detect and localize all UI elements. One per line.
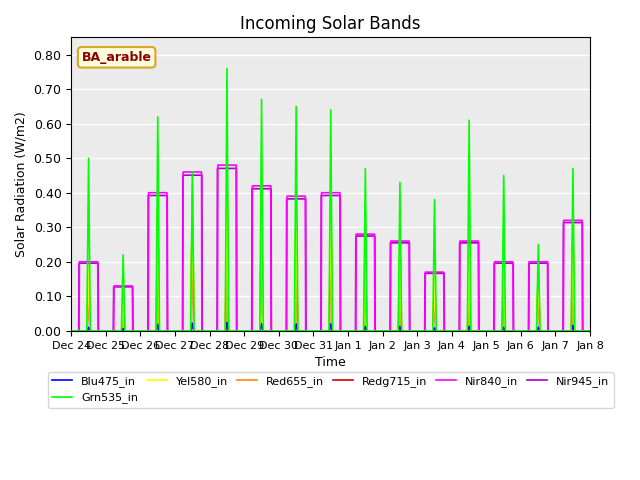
Grn535_in bbox=[289, 328, 297, 334]
Title: Incoming Solar Bands: Incoming Solar Bands bbox=[241, 15, 421, 33]
Line: Yel580_in: Yel580_in bbox=[71, 173, 590, 331]
Yel580_in bbox=[157, 328, 165, 334]
Nir945_in bbox=[576, 220, 584, 226]
Redg715_in bbox=[266, 328, 274, 334]
Grn535_in bbox=[586, 328, 594, 334]
Blu475_in bbox=[266, 328, 274, 334]
Nir840_in bbox=[127, 283, 134, 289]
Line: Red655_in: Red655_in bbox=[71, 173, 590, 331]
Grn535_in bbox=[157, 328, 165, 334]
Red655_in bbox=[289, 328, 297, 334]
Red655_in bbox=[266, 328, 274, 334]
Redg715_in bbox=[289, 328, 297, 334]
Grn535_in bbox=[576, 328, 584, 334]
Red655_in bbox=[586, 328, 594, 334]
Nir945_in bbox=[127, 284, 134, 290]
Yel580_in bbox=[127, 328, 134, 334]
Blu475_in bbox=[127, 328, 134, 334]
Blu475_in bbox=[157, 328, 165, 334]
Blu475_in bbox=[67, 328, 75, 334]
Legend: Blu475_in, Grn535_in, Yel580_in, Red655_in, Redg715_in, Nir840_in, Nir945_in: Blu475_in, Grn535_in, Yel580_in, Red655_… bbox=[48, 372, 614, 408]
Blu475_in bbox=[586, 328, 594, 334]
Grn535_in bbox=[223, 66, 231, 72]
Nir945_in bbox=[266, 186, 274, 192]
Redg715_in bbox=[586, 328, 594, 334]
Redg715_in bbox=[157, 328, 165, 334]
Yel580_in bbox=[586, 328, 594, 334]
Redg715_in bbox=[223, 179, 231, 184]
Nir945_in bbox=[520, 328, 528, 334]
Grn535_in bbox=[266, 328, 274, 334]
Nir840_in bbox=[289, 193, 297, 199]
Yel580_in bbox=[289, 328, 297, 334]
Redg715_in bbox=[576, 328, 584, 334]
Nir840_in bbox=[266, 183, 274, 189]
Nir840_in bbox=[67, 328, 75, 334]
Blu475_in bbox=[289, 328, 297, 334]
Nir840_in bbox=[214, 162, 221, 168]
Line: Grn535_in: Grn535_in bbox=[71, 69, 590, 331]
Nir840_in bbox=[576, 217, 584, 223]
Line: Blu475_in: Blu475_in bbox=[71, 323, 590, 331]
Red655_in bbox=[520, 328, 528, 334]
Nir945_in bbox=[214, 166, 221, 171]
Nir945_in bbox=[157, 192, 165, 198]
Redg715_in bbox=[127, 328, 134, 334]
Yel580_in bbox=[67, 328, 75, 334]
Red655_in bbox=[127, 328, 134, 334]
Nir840_in bbox=[520, 328, 528, 334]
Red655_in bbox=[67, 328, 75, 334]
Blu475_in bbox=[520, 328, 528, 334]
Nir945_in bbox=[289, 196, 297, 202]
Nir840_in bbox=[586, 328, 594, 334]
Red655_in bbox=[157, 328, 165, 334]
Line: Nir945_in: Nir945_in bbox=[71, 168, 590, 331]
Y-axis label: Solar Radiation (W/m2): Solar Radiation (W/m2) bbox=[15, 111, 28, 257]
Grn535_in bbox=[520, 328, 528, 334]
X-axis label: Time: Time bbox=[316, 356, 346, 369]
Yel580_in bbox=[520, 328, 528, 334]
Yel580_in bbox=[266, 328, 274, 334]
Line: Redg715_in: Redg715_in bbox=[71, 181, 590, 331]
Redg715_in bbox=[520, 328, 528, 334]
Nir840_in bbox=[157, 190, 165, 195]
Line: Nir840_in: Nir840_in bbox=[71, 165, 590, 331]
Yel580_in bbox=[576, 328, 584, 334]
Yel580_in bbox=[223, 170, 231, 176]
Blu475_in bbox=[576, 328, 584, 334]
Redg715_in bbox=[67, 328, 75, 334]
Grn535_in bbox=[67, 328, 75, 334]
Text: BA_arable: BA_arable bbox=[82, 51, 152, 64]
Grn535_in bbox=[127, 328, 134, 334]
Nir945_in bbox=[67, 328, 75, 334]
Blu475_in bbox=[223, 320, 231, 325]
Red655_in bbox=[223, 170, 231, 176]
Nir945_in bbox=[586, 328, 594, 334]
Red655_in bbox=[576, 328, 584, 334]
